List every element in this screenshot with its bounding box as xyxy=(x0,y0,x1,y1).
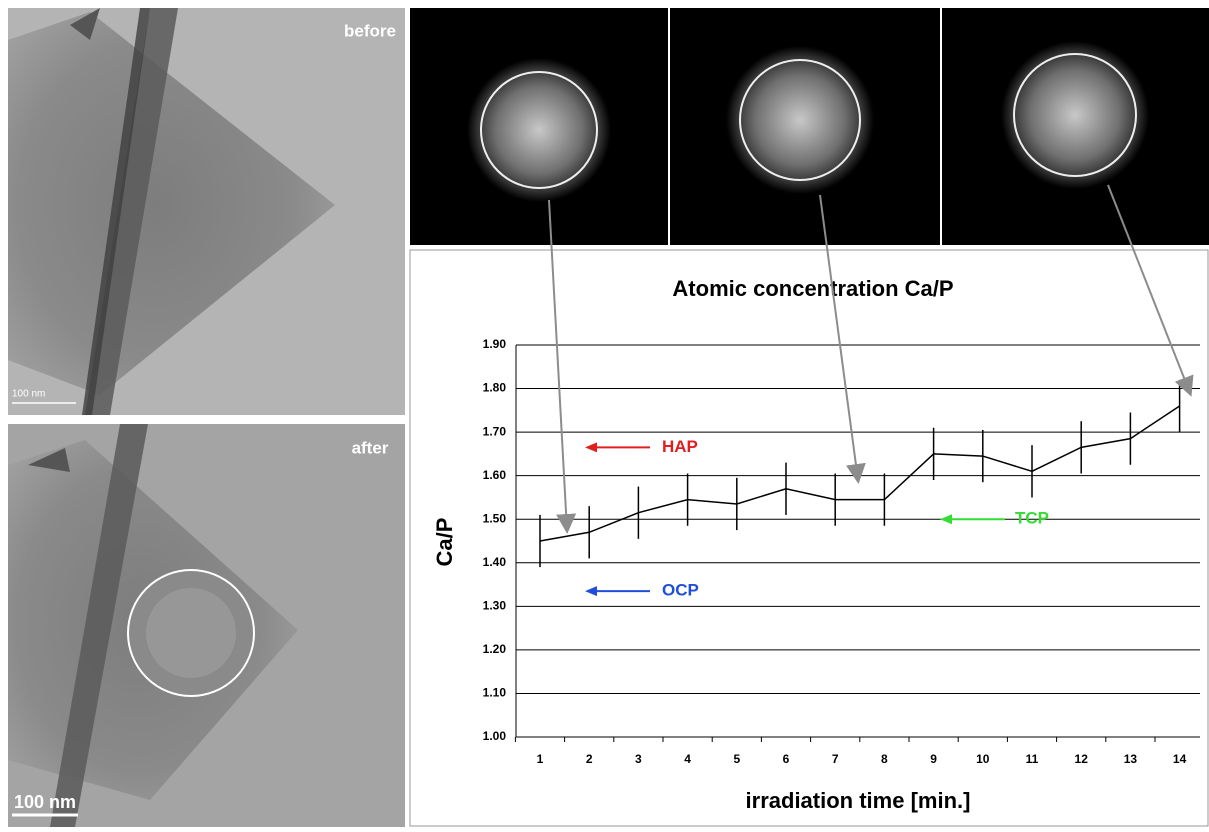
diffraction-panels xyxy=(410,8,1209,245)
x-axis-title: irradiation time [min.] xyxy=(746,788,971,813)
y-tick-label: 1.70 xyxy=(483,424,507,438)
tem-after: after 100 nm xyxy=(8,424,405,827)
reference-label: OCP xyxy=(662,581,699,600)
x-tick-label: 7 xyxy=(832,752,839,766)
x-tick-label: 8 xyxy=(881,752,888,766)
chart-panel xyxy=(410,250,1208,826)
x-tick-label: 10 xyxy=(976,752,990,766)
y-axis-title: Ca/P xyxy=(432,518,457,567)
x-tick-label: 13 xyxy=(1124,752,1138,766)
x-tick-label: 5 xyxy=(733,752,740,766)
y-tick-label: 1.80 xyxy=(483,381,507,395)
image-label: before xyxy=(344,21,396,40)
reference-label: TCP xyxy=(1015,509,1049,528)
y-tick-label: 1.90 xyxy=(483,337,507,351)
image-label: after xyxy=(352,438,389,457)
y-tick-label: 1.20 xyxy=(483,642,507,656)
x-tick-label: 6 xyxy=(783,752,790,766)
x-tick-label: 9 xyxy=(930,752,937,766)
y-tick-label: 1.30 xyxy=(483,599,507,613)
x-tick-label: 12 xyxy=(1075,752,1089,766)
reference-label: HAP xyxy=(662,437,698,456)
x-tick-label: 11 xyxy=(1026,752,1039,766)
scale-bar-label: 100 nm xyxy=(14,792,76,812)
tem-before: before 100 nm xyxy=(8,8,405,415)
chart-title: Atomic concentration Ca/P xyxy=(672,276,953,301)
y-tick-label: 1.00 xyxy=(483,729,507,743)
scale-bar-label: 100 nm xyxy=(12,389,45,400)
x-tick-label: 1 xyxy=(537,752,544,766)
figure: before 100 nm after 100 nm Atomic concen… xyxy=(0,0,1209,827)
y-tick-label: 1.50 xyxy=(483,511,507,525)
y-tick-label: 1.60 xyxy=(483,468,507,482)
y-tick-label: 1.10 xyxy=(483,686,507,700)
y-tick-label: 1.40 xyxy=(483,555,507,569)
x-tick-label: 3 xyxy=(635,752,642,766)
x-tick-label: 2 xyxy=(586,752,593,766)
x-tick-label: 4 xyxy=(684,752,691,766)
x-tick-label: 14 xyxy=(1173,752,1187,766)
